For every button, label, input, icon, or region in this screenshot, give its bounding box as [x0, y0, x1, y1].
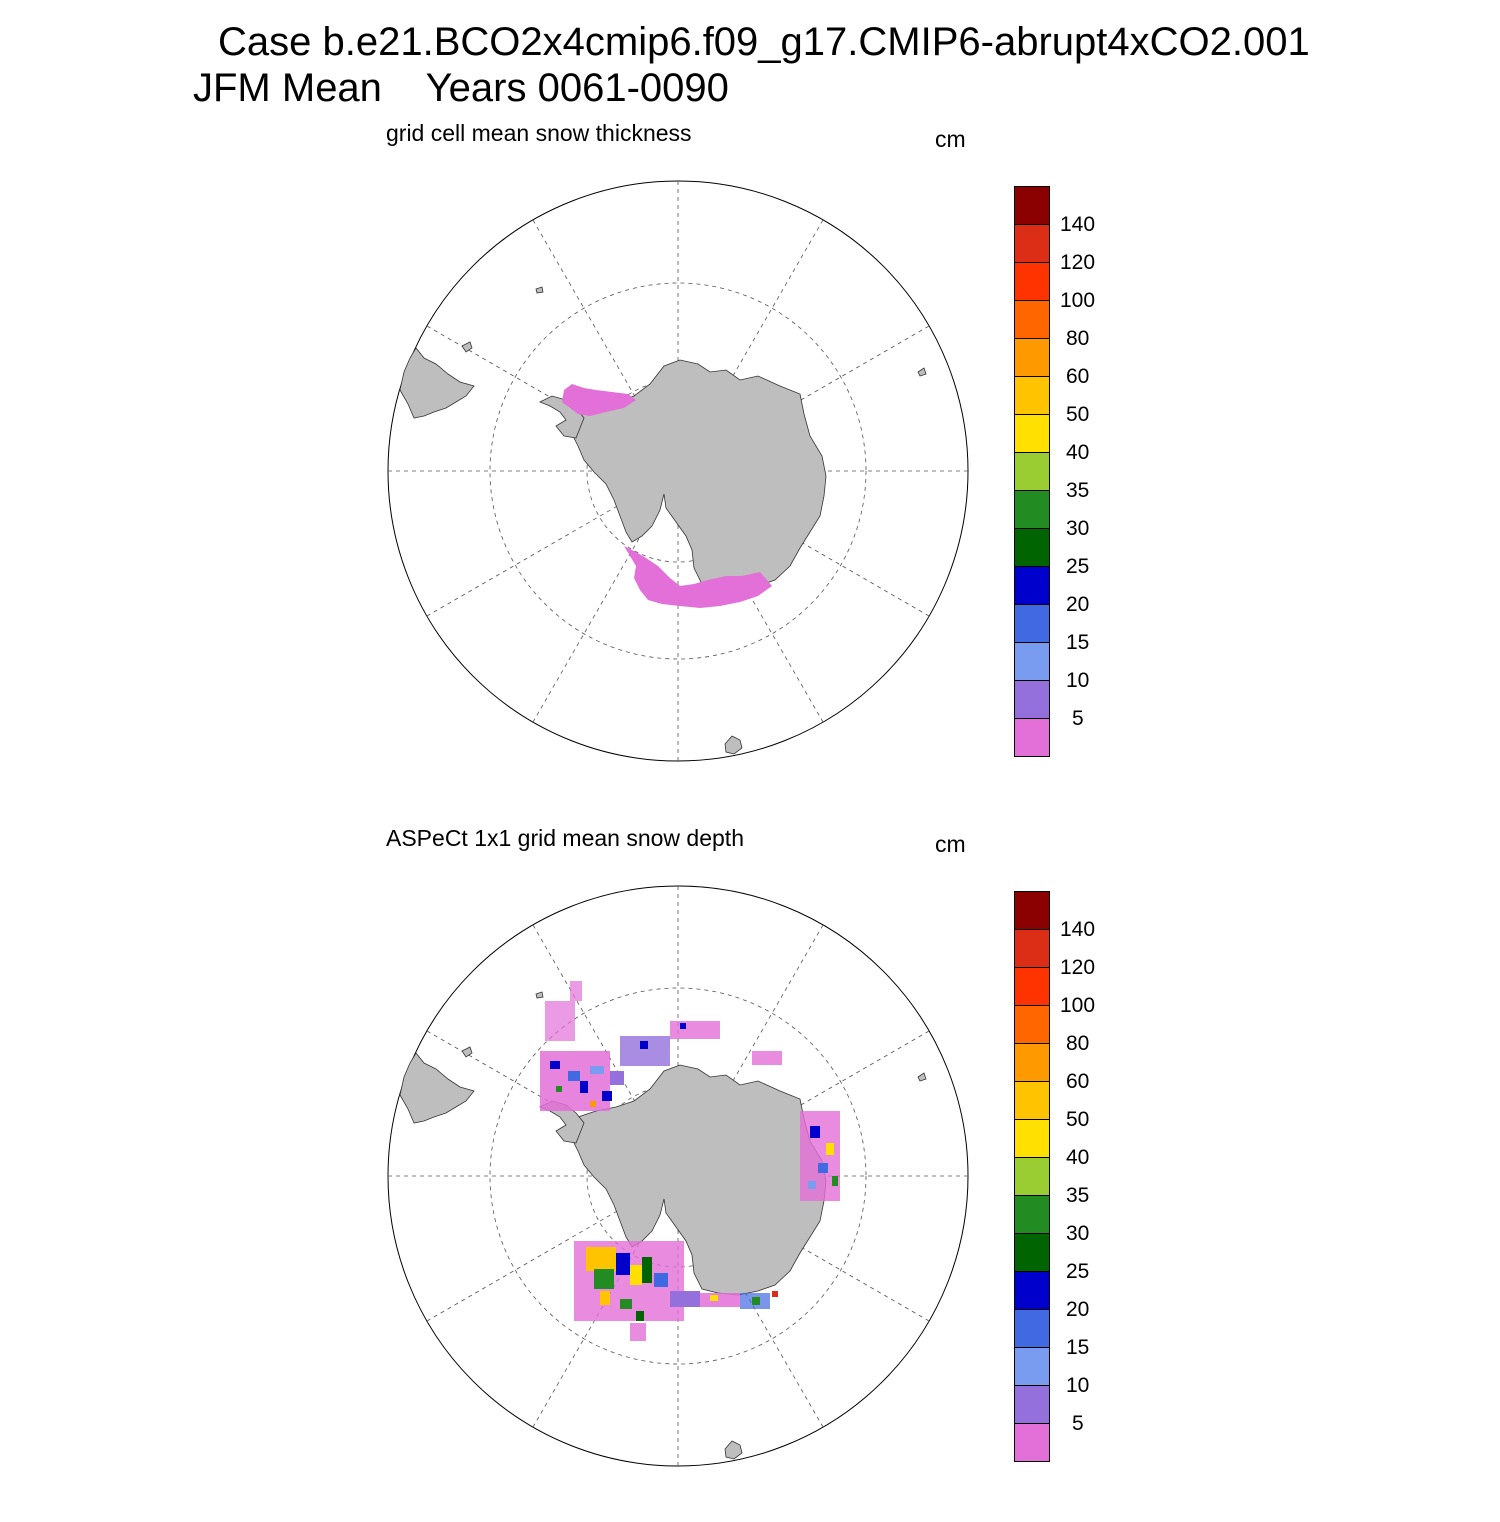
colorbar-box — [1014, 1081, 1050, 1119]
latitude-circle-60 — [489, 282, 867, 660]
colorbar-box — [1014, 1119, 1050, 1157]
colorbar-box — [1014, 967, 1050, 1005]
south-america-land — [399, 1052, 475, 1124]
colorbar-box — [1014, 1309, 1050, 1347]
colorbar-label: 35 — [1066, 1184, 1090, 1207]
panel-subtitle: ASPeCt 1x1 grid mean snow depth — [386, 825, 744, 851]
colorbar-box — [1014, 642, 1050, 680]
colorbar-box — [1014, 414, 1050, 452]
colorbar-box — [1014, 891, 1050, 929]
colorbar-label: 100 — [1060, 289, 1096, 312]
colorbar-box — [1014, 566, 1050, 604]
island-kerguelen — [917, 367, 927, 377]
colorbar-label: 50 — [1066, 1108, 1090, 1131]
colorbar-label: 10 — [1066, 669, 1090, 692]
colorbar-box — [1014, 718, 1050, 757]
colorbar-label: 15 — [1066, 1336, 1090, 1359]
colorbar-box — [1014, 680, 1050, 718]
colorbar-label: 60 — [1066, 1070, 1090, 1093]
island-small — [535, 991, 544, 999]
colorbar-box — [1014, 604, 1050, 642]
colorbar-box — [1014, 1347, 1050, 1385]
colorbar-label: 30 — [1066, 1222, 1090, 1245]
colorbar-label: 30 — [1066, 517, 1090, 540]
snow-depth-observations — [540, 981, 840, 1341]
south-america-land — [399, 347, 475, 419]
colorbar-label: 25 — [1066, 1260, 1090, 1283]
colorbar-label: 5 — [1072, 707, 1084, 730]
colorbar — [1014, 891, 1050, 1462]
colorbar-box — [1014, 1043, 1050, 1081]
island-south-georgia — [461, 1046, 473, 1058]
snow-patch-ross — [624, 546, 772, 608]
colorbar-label: 20 — [1066, 593, 1090, 616]
colorbar-box — [1014, 1157, 1050, 1195]
colorbar-label: 120 — [1060, 251, 1096, 274]
colorbar — [1014, 186, 1050, 757]
polar-map — [387, 885, 969, 1467]
colorbar-box — [1014, 528, 1050, 566]
colorbar-box — [1014, 1233, 1050, 1271]
colorbar-label: 100 — [1060, 994, 1096, 1017]
colorbar-box — [1014, 300, 1050, 338]
units-label: cm — [935, 831, 966, 857]
units-label: cm — [935, 126, 966, 152]
polar-map — [387, 180, 969, 762]
colorbar-box — [1014, 452, 1050, 490]
colorbar-box — [1014, 490, 1050, 528]
colorbar-box — [1014, 1271, 1050, 1309]
colorbar-label: 20 — [1066, 1298, 1090, 1321]
panel-subtitle: grid cell mean snow thickness — [386, 120, 692, 146]
antarctica-land — [567, 359, 827, 591]
colorbar-box — [1014, 338, 1050, 376]
colorbar-box — [1014, 1385, 1050, 1423]
colorbar-box — [1014, 929, 1050, 967]
panel-aspect-snow-depth: ASPeCt 1x1 grid mean snow depth cm — [0, 817, 1500, 1522]
colorbar-label: 80 — [1066, 1032, 1090, 1055]
island-tasmania-tip — [724, 1440, 743, 1460]
colorbar-label: 35 — [1066, 479, 1090, 502]
island-small — [535, 286, 544, 294]
colorbar-label: 25 — [1066, 555, 1090, 578]
colorbar-label: 40 — [1066, 1146, 1090, 1169]
island-south-georgia — [461, 341, 473, 353]
land-masses — [399, 991, 927, 1460]
latitude-circle-60 — [489, 987, 867, 1365]
colorbar-box — [1014, 262, 1050, 300]
snow-patch-weddell — [562, 384, 636, 416]
figure-title-case: Case b.e21.BCO2x4cmip6.f09_g17.CMIP6-abr… — [218, 20, 1310, 64]
colorbar-label: 80 — [1066, 327, 1090, 350]
colorbar-box — [1014, 1423, 1050, 1462]
colorbar-label: 15 — [1066, 631, 1090, 654]
figure-title-period: JFM Mean Years 0061-0090 — [193, 66, 729, 110]
land-masses — [399, 286, 927, 755]
colorbar-label: 50 — [1066, 403, 1090, 426]
colorbar-box — [1014, 224, 1050, 262]
snow-thickness-field — [562, 384, 772, 608]
colorbar-label: 40 — [1066, 441, 1090, 464]
colorbar-box — [1014, 1005, 1050, 1043]
colorbar-label: 140 — [1060, 918, 1096, 941]
colorbar-label: 60 — [1066, 365, 1090, 388]
island-tasmania-tip — [724, 735, 743, 755]
colorbar-label: 10 — [1066, 1374, 1090, 1397]
island-kerguelen — [917, 1072, 927, 1082]
colorbar-box — [1014, 376, 1050, 414]
colorbar-label: 140 — [1060, 213, 1096, 236]
antarctica-land — [567, 1064, 827, 1296]
colorbar-label: 5 — [1072, 1412, 1084, 1435]
colorbar-box — [1014, 1195, 1050, 1233]
panel-model-snow-thickness: grid cell mean snow thickness cm — [0, 112, 1500, 817]
colorbar-label: 120 — [1060, 956, 1096, 979]
colorbar-box — [1014, 186, 1050, 224]
